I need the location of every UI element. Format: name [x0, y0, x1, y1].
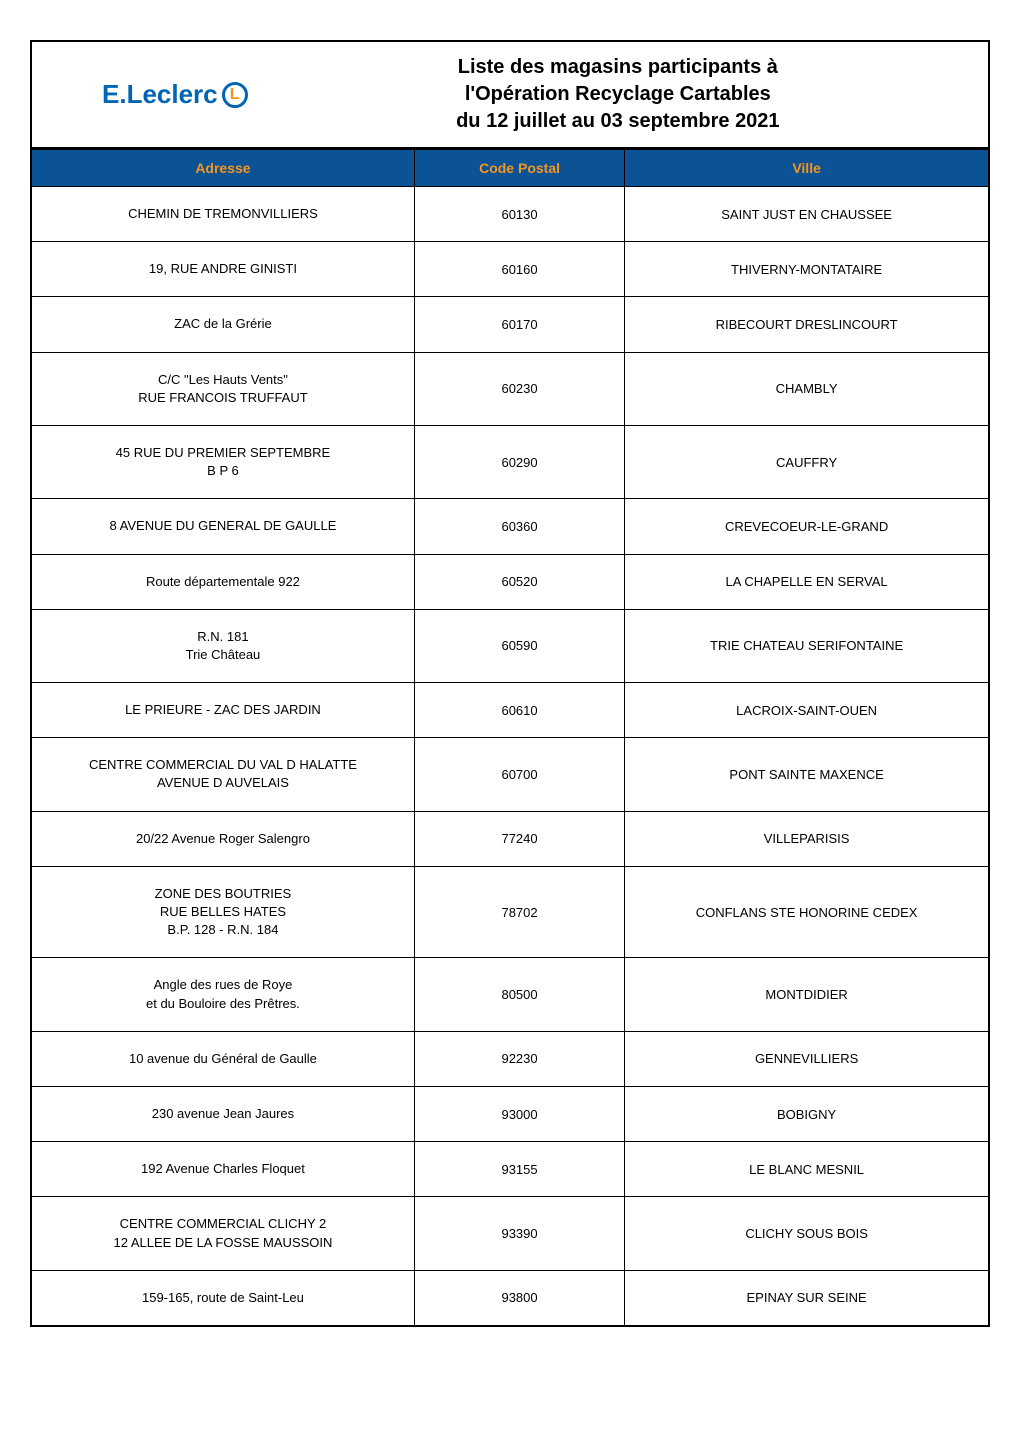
table-row: Route départementale 92260520LA CHAPELLE… [32, 554, 988, 609]
cell-code-postal: 93800 [414, 1270, 624, 1325]
cell-code-postal: 60360 [414, 499, 624, 554]
cell-adresse: R.N. 181Trie Château [32, 609, 414, 682]
logo-l-icon: L [222, 82, 248, 108]
table-container: Adresse Code Postal Ville CHEMIN DE TREM… [32, 149, 988, 1325]
cell-adresse: C/C "Les Hauts Vents"RUE FRANCOIS TRUFFA… [32, 352, 414, 425]
cell-ville: CREVECOEUR-LE-GRAND [625, 499, 988, 554]
title-line-2: l'Opération Recyclage Cartables [288, 81, 948, 108]
cell-code-postal: 60160 [414, 242, 624, 297]
table-row: 19, RUE ANDRE GINISTI60160THIVERNY-MONTA… [32, 242, 988, 297]
cell-adresse: 10 avenue du Général de Gaulle [32, 1031, 414, 1086]
cell-code-postal: 60130 [414, 187, 624, 242]
table-row: CENTRE COMMERCIAL CLICHY 212 ALLEE DE LA… [32, 1197, 988, 1270]
cell-adresse: LE PRIEURE - ZAC DES JARDIN [32, 683, 414, 738]
table-row: CHEMIN DE TREMONVILLIERS60130SAINT JUST … [32, 187, 988, 242]
document-container: E.Leclerc L Liste des magasins participa… [30, 40, 990, 1327]
cell-code-postal: 60520 [414, 554, 624, 609]
table-header-row: Adresse Code Postal Ville [32, 150, 988, 187]
cell-code-postal: 80500 [414, 958, 624, 1031]
table-row: R.N. 181Trie Château60590TRIE CHATEAU SE… [32, 609, 988, 682]
table-row: 8 AVENUE DU GENERAL DE GAULLE60360CREVEC… [32, 499, 988, 554]
table-row: 20/22 Avenue Roger Salengro77240VILLEPAR… [32, 811, 988, 866]
cell-adresse: 230 avenue Jean Jaures [32, 1086, 414, 1141]
logo-text: E.Leclerc [102, 79, 218, 110]
cell-ville: MONTDIDIER [625, 958, 988, 1031]
cell-adresse: 159-165, route de Saint-Leu [32, 1270, 414, 1325]
cell-adresse: ZAC de la Grérie [32, 297, 414, 352]
cell-code-postal: 78702 [414, 866, 624, 958]
cell-code-postal: 60700 [414, 738, 624, 811]
table-row: ZAC de la Grérie60170RIBECOURT DRESLINCO… [32, 297, 988, 352]
cell-ville: CLICHY SOUS BOIS [625, 1197, 988, 1270]
cell-adresse: 192 Avenue Charles Floquet [32, 1142, 414, 1197]
cell-adresse: Route départementale 922 [32, 554, 414, 609]
table-row: 10 avenue du Général de Gaulle92230GENNE… [32, 1031, 988, 1086]
cell-ville: GENNEVILLIERS [625, 1031, 988, 1086]
col-header-ville: Ville [625, 150, 988, 187]
cell-ville: VILLEPARISIS [625, 811, 988, 866]
cell-code-postal: 92230 [414, 1031, 624, 1086]
cell-ville: EPINAY SUR SEINE [625, 1270, 988, 1325]
table-body: CHEMIN DE TREMONVILLIERS60130SAINT JUST … [32, 187, 988, 1325]
header-section: E.Leclerc L Liste des magasins participa… [32, 42, 988, 149]
cell-ville: BOBIGNY [625, 1086, 988, 1141]
cell-code-postal: 60170 [414, 297, 624, 352]
title-line-1: Liste des magasins participants à [288, 54, 948, 81]
cell-ville: CAUFFRY [625, 425, 988, 498]
cell-ville: CHAMBLY [625, 352, 988, 425]
table-row: C/C "Les Hauts Vents"RUE FRANCOIS TRUFFA… [32, 352, 988, 425]
cell-ville: SAINT JUST EN CHAUSSEE [625, 187, 988, 242]
cell-adresse: Angle des rues de Royeet du Bouloire des… [32, 958, 414, 1031]
cell-code-postal: 60230 [414, 352, 624, 425]
cell-adresse: 8 AVENUE DU GENERAL DE GAULLE [32, 499, 414, 554]
cell-code-postal: 93000 [414, 1086, 624, 1141]
table-row: CENTRE COMMERCIAL DU VAL D HALATTEAVENUE… [32, 738, 988, 811]
cell-adresse: 19, RUE ANDRE GINISTI [32, 242, 414, 297]
cell-code-postal: 60610 [414, 683, 624, 738]
table-row: ZONE DES BOUTRIESRUE BELLES HATESB.P. 12… [32, 866, 988, 958]
cell-code-postal: 60590 [414, 609, 624, 682]
cell-adresse: CHEMIN DE TREMONVILLIERS [32, 187, 414, 242]
cell-ville: LA CHAPELLE EN SERVAL [625, 554, 988, 609]
brand-logo: E.Leclerc L [52, 79, 248, 110]
title-line-3: du 12 juillet au 03 septembre 2021 [288, 108, 948, 135]
table-row: 192 Avenue Charles Floquet93155LE BLANC … [32, 1142, 988, 1197]
table-row: Angle des rues de Royeet du Bouloire des… [32, 958, 988, 1031]
cell-ville: LACROIX-SAINT-OUEN [625, 683, 988, 738]
cell-ville: RIBECOURT DRESLINCOURT [625, 297, 988, 352]
cell-ville: PONT SAINTE MAXENCE [625, 738, 988, 811]
cell-adresse: CENTRE COMMERCIAL CLICHY 212 ALLEE DE LA… [32, 1197, 414, 1270]
table-row: 159-165, route de Saint-Leu93800EPINAY S… [32, 1270, 988, 1325]
table-row: 45 RUE DU PREMIER SEPTEMBREB P 660290CAU… [32, 425, 988, 498]
cell-adresse: 45 RUE DU PREMIER SEPTEMBREB P 6 [32, 425, 414, 498]
stores-table: Adresse Code Postal Ville CHEMIN DE TREM… [32, 149, 988, 1325]
cell-adresse: 20/22 Avenue Roger Salengro [32, 811, 414, 866]
cell-ville: THIVERNY-MONTATAIRE [625, 242, 988, 297]
cell-adresse: CENTRE COMMERCIAL DU VAL D HALATTEAVENUE… [32, 738, 414, 811]
cell-code-postal: 93155 [414, 1142, 624, 1197]
col-header-code-postal: Code Postal [414, 150, 624, 187]
col-header-adresse: Adresse [32, 150, 414, 187]
cell-ville: TRIE CHATEAU SERIFONTAINE [625, 609, 988, 682]
cell-code-postal: 60290 [414, 425, 624, 498]
cell-code-postal: 93390 [414, 1197, 624, 1270]
cell-ville: CONFLANS STE HONORINE CEDEX [625, 866, 988, 958]
cell-ville: LE BLANC MESNIL [625, 1142, 988, 1197]
table-row: 230 avenue Jean Jaures93000BOBIGNY [32, 1086, 988, 1141]
cell-adresse: ZONE DES BOUTRIESRUE BELLES HATESB.P. 12… [32, 866, 414, 958]
table-row: LE PRIEURE - ZAC DES JARDIN60610LACROIX-… [32, 683, 988, 738]
document-title: Liste des magasins participants à l'Opér… [248, 54, 968, 135]
cell-code-postal: 77240 [414, 811, 624, 866]
